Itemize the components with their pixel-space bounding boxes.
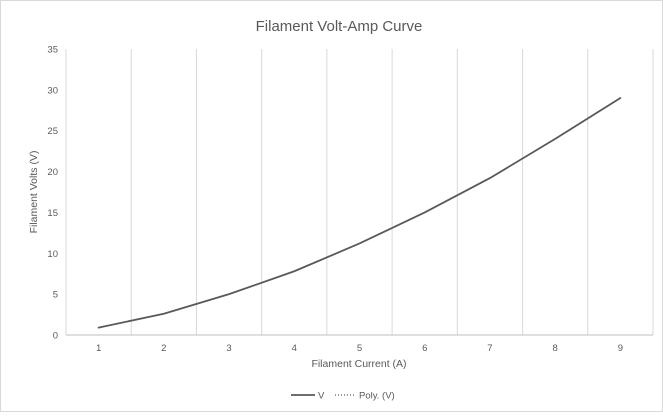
x-tick-label: 8	[553, 343, 558, 354]
x-tick-label: 6	[422, 343, 427, 354]
gridlines	[65, 49, 654, 335]
x-tick-label: 2	[161, 343, 166, 354]
y-tick-label: 5	[53, 290, 58, 301]
legend-label: Poly. (V)	[359, 391, 395, 402]
y-tick-label: 35	[47, 45, 58, 56]
x-tick-label: 4	[292, 343, 297, 354]
x-tick-label: 7	[487, 343, 492, 354]
y-tick-label: 30	[47, 85, 58, 96]
series-lines	[97, 97, 622, 329]
y-axis-label: Filament Volts (V)	[28, 151, 40, 234]
y-tick-label: 10	[47, 249, 58, 260]
y-tick-label: 25	[47, 126, 58, 137]
y-tick-label: 15	[47, 208, 58, 219]
y-tick-label: 20	[47, 167, 58, 178]
x-tick-label: 5	[357, 343, 362, 354]
y-tick-labels: 0 5 10 15 20 25 30 35	[47, 45, 58, 342]
x-tick-label: 3	[226, 343, 231, 354]
x-axis-label: Filament Current (A)	[311, 358, 406, 370]
x-tick-label: 1	[96, 343, 101, 354]
legend-label: V	[318, 391, 325, 402]
legend: V Poly. (V)	[291, 391, 395, 402]
y-tick-label: 0	[53, 331, 58, 342]
x-tick-label: 9	[618, 343, 623, 354]
x-tick-labels: 1 2 3 4 5 6 7 8 9	[96, 343, 623, 354]
chart-title: Filament Volt-Amp Curve	[256, 18, 423, 35]
series-line	[97, 97, 622, 329]
